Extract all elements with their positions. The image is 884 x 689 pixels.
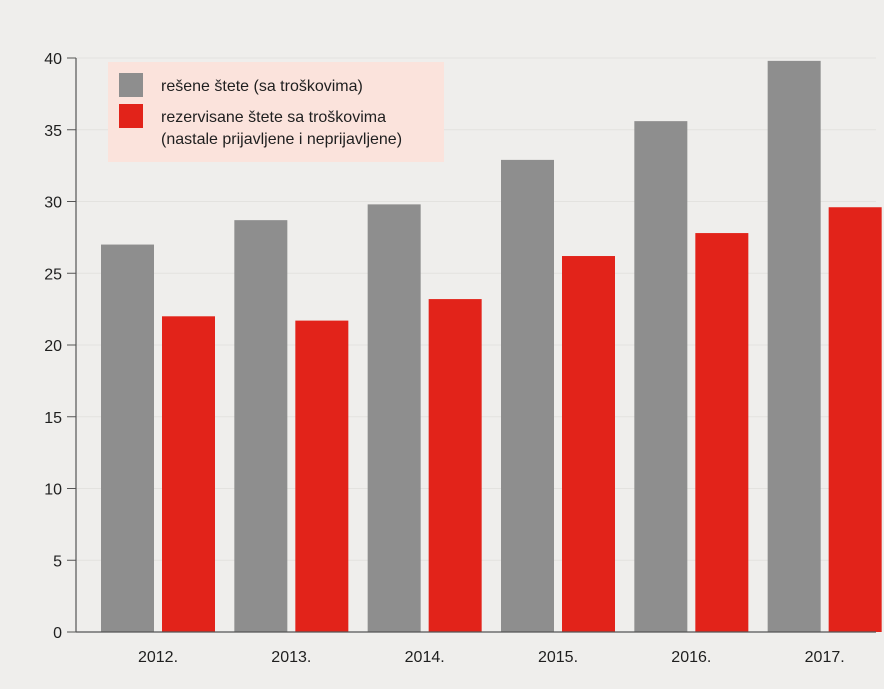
bar-rezervisane-stete-1 — [295, 320, 349, 632]
x-tick-label: 2012. — [138, 649, 178, 666]
bar-resene-stete-1 — [234, 220, 288, 632]
y-tick-label: 15 — [44, 410, 62, 427]
bar-resene-stete-4 — [634, 121, 688, 632]
bar-rezervisane-stete-2 — [428, 299, 482, 632]
y-tick-label: 35 — [44, 123, 62, 140]
y-tick-label: 40 — [44, 51, 62, 68]
bar-resene-stete-2 — [367, 204, 421, 632]
legend: rešene štete (sa troškovima) rezervisane … — [108, 62, 444, 162]
y-tick-label: 25 — [44, 266, 62, 283]
legend-label: rešene štete (sa troškovima) — [161, 78, 363, 95]
y-tick-labels: 0 5 10 15 20 25 30 35 40 — [44, 51, 62, 642]
legend-label: (nastale prijavljene i neprijavljene) — [161, 131, 402, 148]
y-tick-label: 0 — [53, 625, 62, 642]
x-tick-labels: 2012. 2013. 2014. 2015. 2016. 2017. — [138, 649, 845, 666]
y-tick-label: 20 — [44, 338, 62, 355]
legend-label: rezervisane štete sa troškovima — [161, 109, 386, 126]
legend-swatch — [119, 73, 143, 97]
bar-rezervisane-stete-4 — [695, 233, 749, 632]
x-tick-label: 2015. — [538, 649, 578, 666]
x-tick-label: 2016. — [671, 649, 711, 666]
x-tick-label: 2017. — [805, 649, 845, 666]
y-tick-label: 30 — [44, 195, 62, 212]
bar-rezervisane-stete-5 — [828, 207, 882, 633]
y-tick-label: 10 — [44, 482, 62, 499]
legend-swatch — [119, 104, 143, 128]
axes — [67, 57, 876, 633]
x-tick-label: 2014. — [405, 649, 445, 666]
x-tick-label: 2013. — [271, 649, 311, 666]
y-tick-label: 5 — [53, 553, 62, 570]
bar-rezervisane-stete-0 — [162, 316, 215, 632]
bar-resene-stete-0 — [101, 244, 154, 633]
bar-resene-stete-3 — [501, 159, 554, 632]
bar-resene-stete-5 — [767, 60, 821, 633]
bars — [101, 60, 882, 633]
legend-background — [108, 62, 444, 162]
bar-rezervisane-stete-3 — [562, 256, 615, 632]
